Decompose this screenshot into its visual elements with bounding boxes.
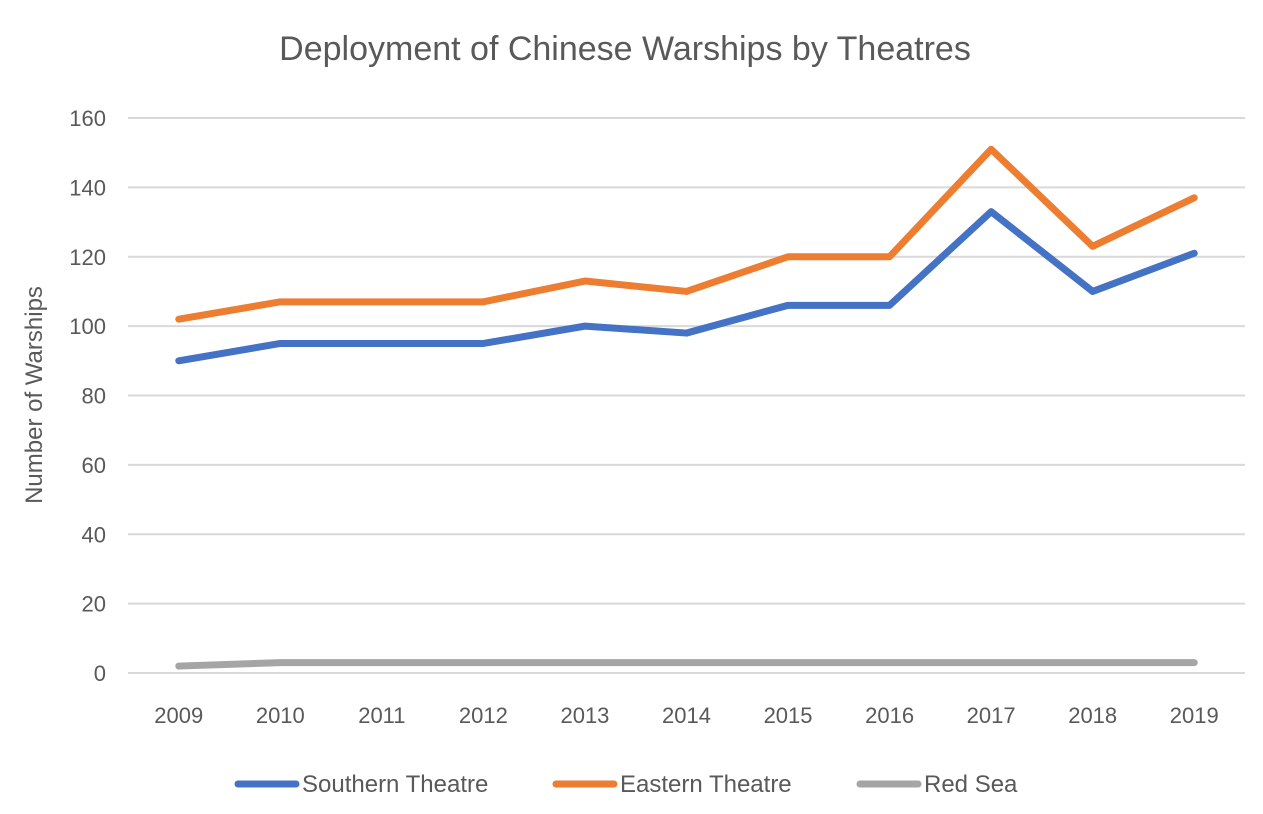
series-line-southern-theatre [175,208,1198,365]
y-tick-label: 160 [69,106,106,131]
x-tick-label: 2016 [865,703,914,728]
series-line-red-sea [175,659,1198,670]
legend-item-southern-theatre: Southern Theatre [234,771,488,798]
legend-label: Eastern Theatre [620,771,792,798]
legend-label: Red Sea [924,771,1018,798]
series-line-eastern-theatre [175,145,1198,323]
chart-title: Deployment of Chinese Warships by Theatr… [279,30,971,68]
legend: Southern Theatre Eastern Theatre Red Sea [234,771,1018,798]
x-tick-label: 2012 [459,703,508,728]
legend-label: Southern Theatre [302,771,488,798]
y-tick-label: 0 [94,661,106,686]
y-tick-label: 20 [82,592,106,617]
legend-item-red-sea: Red Sea [856,771,1018,798]
y-tick-label: 140 [69,175,106,200]
x-tick-label: 2017 [967,703,1016,728]
y-tick-label: 80 [82,384,106,409]
y-tick-label: 100 [69,314,106,339]
x-tick-labels: 2009 2010 2011 2012 2013 2014 2015 2016 2017 2018… [154,703,1218,728]
x-tick-label: 2011 [358,703,405,728]
y-tick-label: 60 [82,453,106,478]
x-tick-label: 2019 [1170,703,1219,728]
x-tick-label: 2009 [154,703,203,728]
series-lines [175,145,1198,670]
legend-item-eastern-theatre: Eastern Theatre [552,771,792,798]
x-tick-label: 2014 [662,703,711,728]
y-tick-label: 40 [82,522,106,547]
y-tick-label: 120 [69,245,106,270]
gridlines [128,117,1245,674]
y-axis-label: Number of Warships [21,286,48,504]
x-tick-label: 2010 [256,703,305,728]
y-tick-labels: 0 20 40 60 80 100 120 140 160 [69,106,106,686]
x-tick-label: 2015 [764,703,813,728]
x-tick-label: 2013 [560,703,609,728]
x-tick-label: 2018 [1068,703,1117,728]
